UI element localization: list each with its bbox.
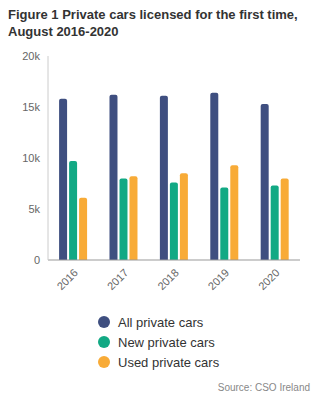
svg-text:2018: 2018 — [155, 266, 181, 292]
html-text:All private cars: All private cars — [118, 314, 204, 330]
html-text:Source: CSO Ireland: Source: CSO Ireland — [217, 382, 310, 393]
svg-text:2020: 2020 — [256, 266, 282, 292]
svg-text:2016: 2016 — [54, 266, 80, 292]
svg-text:2017: 2017 — [105, 266, 131, 292]
svg-text:5k: 5k — [28, 203, 40, 215]
html-text:Used private cars: Used private cars — [118, 354, 220, 370]
svg-text:10k: 10k — [22, 152, 40, 164]
svg-text:20k: 20k — [22, 50, 40, 62]
svg-text:15k: 15k — [22, 101, 40, 113]
html-text:New private cars: New private cars — [118, 334, 215, 350]
svg-text:0: 0 — [34, 254, 40, 266]
svg-text:2019: 2019 — [206, 266, 232, 292]
html-text:Figure 1 Private cars licensed: Figure 1 Private cars licensed for the f… — [8, 7, 298, 39]
